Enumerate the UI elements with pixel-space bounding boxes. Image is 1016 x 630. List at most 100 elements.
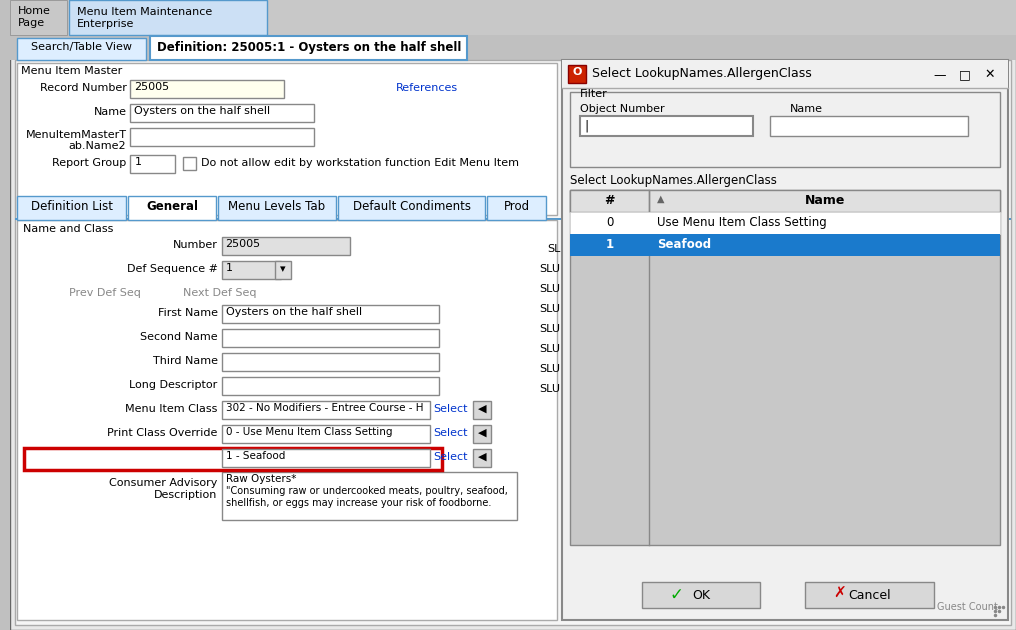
Text: SLU: SLU <box>539 364 560 374</box>
Text: Seafood: Seafood <box>657 238 711 251</box>
Bar <box>338 196 485 220</box>
Bar <box>568 65 586 83</box>
Text: Select: Select <box>434 428 468 438</box>
Bar <box>221 377 440 395</box>
Text: NLU Gro: NLU Gro <box>564 476 610 486</box>
Bar <box>770 116 968 136</box>
Text: Filter: Filter <box>580 89 608 99</box>
Bar <box>9 0 1016 35</box>
Text: Consumer Advisory: Consumer Advisory <box>109 478 217 488</box>
Text: First Name: First Name <box>157 308 217 318</box>
Text: Touchscreen Proper: Touchscreen Proper <box>564 224 673 234</box>
Text: Object Number: Object Number <box>580 104 664 114</box>
Text: 0 - Use Menu Item Class Setting: 0 - Use Menu Item Class Setting <box>226 427 392 437</box>
Bar <box>487 196 547 220</box>
Text: Third Name: Third Name <box>152 356 217 366</box>
Text: Enterprise: Enterprise <box>77 19 134 29</box>
Text: Record Number: Record Number <box>40 83 126 93</box>
Text: ✕: ✕ <box>985 68 995 81</box>
Text: 1 - Seafood: 1 - Seafood <box>226 451 284 461</box>
Text: Link: Link <box>982 384 1005 394</box>
Text: NLU Numb: NLU Numb <box>564 500 624 510</box>
Bar <box>130 155 175 173</box>
Text: 25005: 25005 <box>134 82 170 92</box>
Text: MenuItemMasterT: MenuItemMasterT <box>25 130 126 140</box>
Text: 1: 1 <box>606 238 614 251</box>
Bar <box>570 234 1000 256</box>
Text: Menu Levels Tab: Menu Levels Tab <box>229 200 325 213</box>
Text: |: | <box>584 119 588 132</box>
Bar <box>221 261 281 279</box>
Text: Number: Number <box>173 240 217 250</box>
Text: Oysters on the half shell: Oysters on the half shell <box>226 307 362 317</box>
Bar <box>130 104 314 122</box>
Bar <box>570 190 1000 545</box>
Bar <box>275 261 291 279</box>
Text: ▲: ▲ <box>657 194 664 204</box>
Bar <box>183 157 196 170</box>
Text: OK: OK <box>692 589 710 602</box>
Text: Raw Oysters*: Raw Oysters* <box>226 474 296 484</box>
Text: SLU: SLU <box>539 324 560 334</box>
Bar <box>14 60 1011 625</box>
Text: 1: 1 <box>134 157 141 167</box>
Text: Print Class Override: Print Class Override <box>108 428 217 438</box>
Text: Do not allow edit by workstation function Edit Menu Item: Do not allow edit by workstation functio… <box>201 158 519 168</box>
Text: Name: Name <box>790 104 823 114</box>
Bar <box>562 60 1008 88</box>
Text: General: General <box>146 200 198 213</box>
Bar <box>473 401 491 419</box>
Text: Menu Item Class: Menu Item Class <box>125 404 217 414</box>
Text: Select: Select <box>434 452 468 462</box>
Bar <box>473 425 491 443</box>
Text: Long Descriptor: Long Descriptor <box>129 380 217 390</box>
Text: Menu Item Master: Menu Item Master <box>21 66 123 76</box>
Bar <box>17 38 146 60</box>
Text: SLU: SLU <box>539 344 560 354</box>
Text: References: References <box>396 83 458 93</box>
Bar <box>9 35 1016 60</box>
Text: Page: Page <box>17 18 45 28</box>
Text: Allergen Class Override: Allergen Class Override <box>86 452 217 462</box>
Text: SLU: SLU <box>539 264 560 274</box>
Text: one: one <box>985 430 1005 440</box>
Bar <box>221 472 517 520</box>
Bar <box>14 218 1011 220</box>
Bar <box>221 449 430 467</box>
Bar <box>805 582 934 608</box>
Text: #: # <box>605 194 615 207</box>
Text: Default Condiments: Default Condiments <box>353 200 470 213</box>
Text: SLU Sort Priority: SLU Sort Priority <box>564 428 655 438</box>
Text: □: □ <box>958 68 970 81</box>
Bar <box>570 190 1000 212</box>
Text: Guest Count: Guest Count <box>938 602 998 612</box>
Text: Prev Def Seq: Prev Def Seq <box>69 288 141 298</box>
Text: Def Sequence #: Def Sequence # <box>127 264 217 274</box>
Text: Home: Home <box>17 6 51 16</box>
Text: ◀: ◀ <box>478 404 487 414</box>
Text: Menu Item Maintenance: Menu Item Maintenance <box>77 7 212 17</box>
Text: SL: SL <box>547 244 560 254</box>
Text: Next Def Seq: Next Def Seq <box>183 288 256 298</box>
Bar <box>69 0 267 35</box>
Bar <box>580 116 754 136</box>
Text: "Consuming raw or undercooked meats, poultry, seafood,: "Consuming raw or undercooked meats, pou… <box>226 486 507 496</box>
Bar <box>17 196 126 220</box>
Bar <box>473 449 491 467</box>
Text: Select LookupNames.AllergenClass: Select LookupNames.AllergenClass <box>570 174 777 187</box>
Text: 0: 0 <box>607 216 614 229</box>
Bar <box>217 196 336 220</box>
Text: Name: Name <box>93 107 126 117</box>
Bar <box>562 60 1008 620</box>
Bar <box>17 220 558 620</box>
Text: Second Name: Second Name <box>140 332 217 342</box>
Text: Number Lookup Prop: Number Lookup Prop <box>564 452 681 462</box>
Bar <box>570 190 649 212</box>
Bar <box>9 0 67 35</box>
Text: Definition: 25005:1 - Oysters on the half shell: Definition: 25005:1 - Oysters on the hal… <box>156 41 461 54</box>
Bar <box>150 36 467 60</box>
Text: Cancel: Cancel <box>848 589 891 602</box>
Text: 1: 1 <box>226 263 233 273</box>
Text: Use Menu Item Class Setting: Use Menu Item Class Setting <box>657 216 827 229</box>
Text: O: O <box>572 67 582 77</box>
